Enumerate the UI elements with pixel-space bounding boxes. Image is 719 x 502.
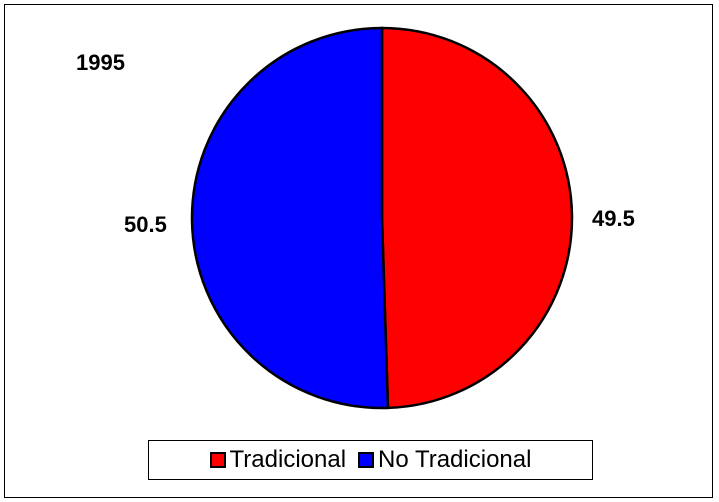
legend-label-tradicional: Tradicional xyxy=(229,446,347,473)
data-label-no-tradicional: 50.5 xyxy=(124,212,167,237)
data-label-tradicional: 49.5 xyxy=(592,206,635,231)
legend-item-no-tradicional: No Tradicional xyxy=(358,446,531,474)
pie-slice-no-tradicional xyxy=(190,26,390,410)
legend-swatch-no-tradicional xyxy=(358,452,375,468)
legend-item-tradicional: Tradicional xyxy=(209,446,347,474)
chart-title: 1995 xyxy=(76,50,125,75)
legend: Tradicional No Tradicional xyxy=(148,440,593,480)
pie-slice-tradicional xyxy=(380,26,574,410)
legend-label-no-tradicional: No Tradicional xyxy=(378,446,532,473)
legend-swatch-tradicional xyxy=(209,452,226,468)
